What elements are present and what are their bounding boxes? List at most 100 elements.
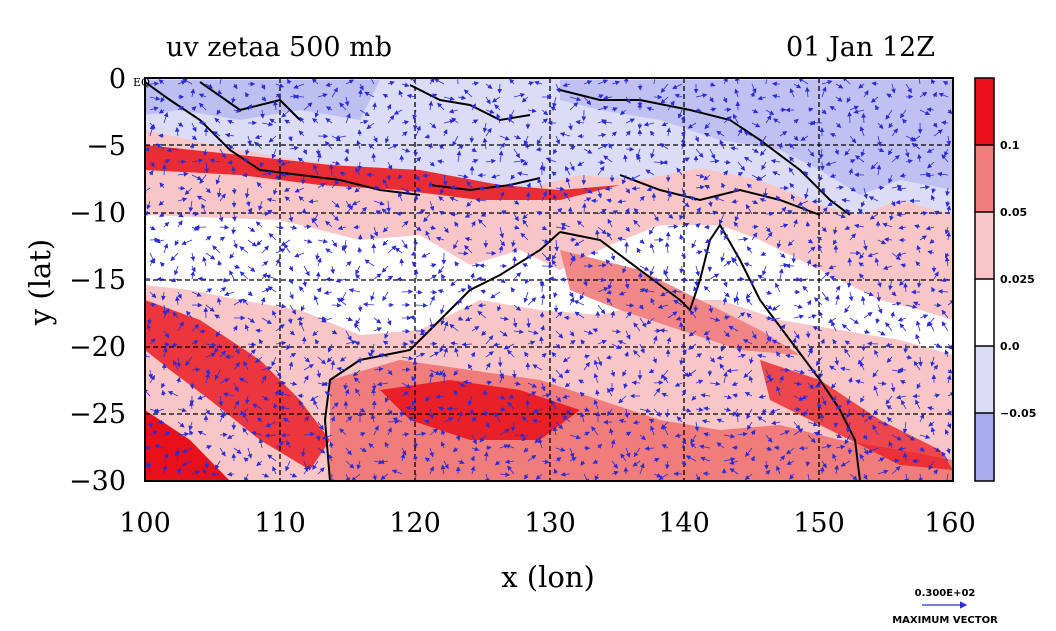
wind-vector-arrow — [597, 187, 602, 199]
vector-key-label: MAXIMUM VECTOR — [892, 615, 998, 626]
wind-vector-arrow — [261, 245, 269, 254]
wind-vector-arrow — [536, 135, 543, 145]
colorbar: 0.1 0.05 0.025 0.0 −0.05 — [974, 77, 1036, 482]
wind-vector-arrow — [568, 122, 573, 131]
wind-vector-arrow — [272, 187, 278, 196]
wind-vector-arrow — [870, 96, 879, 103]
wind-vector-arrow — [382, 239, 389, 246]
wind-vector-arrow — [401, 131, 408, 137]
wind-vector-arrow — [555, 135, 560, 145]
wind-vector-arrow — [732, 445, 739, 451]
x-tick-label: 100 — [119, 508, 171, 539]
wind-vector-arrow — [205, 187, 211, 194]
wind-vector-arrow — [317, 93, 328, 98]
wind-vector-arrow — [513, 199, 520, 205]
wind-vector-arrow — [849, 135, 857, 144]
wind-vector-arrow — [415, 156, 422, 163]
wind-vector-arrow — [793, 218, 798, 228]
wind-vector-arrow — [289, 225, 298, 230]
wind-vector-arrow — [625, 187, 631, 194]
wind-vector-arrow — [525, 142, 530, 150]
wind-vector-arrow — [357, 129, 363, 137]
wind-vector-arrow — [945, 187, 950, 197]
wind-vector-arrow — [457, 250, 469, 256]
wind-vector-arrow — [765, 231, 773, 241]
wind-vector-arrow — [625, 226, 630, 233]
wind-vector-arrow — [905, 159, 913, 164]
wind-vector-arrow — [680, 130, 686, 137]
wind-vector-arrow — [339, 102, 347, 111]
wind-vector-arrow — [219, 224, 230, 230]
colorbar-swatch — [975, 279, 994, 346]
wind-vector-arrow — [478, 186, 487, 191]
wind-vector-arrow — [554, 239, 560, 252]
wind-vector-arrow — [646, 106, 655, 112]
colorbar-swatch — [975, 413, 994, 481]
wind-vector-arrow — [619, 109, 627, 116]
y-tick-label: −15 — [69, 265, 126, 296]
wind-vector-arrow — [214, 117, 221, 124]
wind-vector-arrow — [513, 213, 519, 222]
wind-vector-arrow — [148, 170, 154, 176]
wind-vector-arrow — [311, 218, 319, 228]
wind-vector-arrow — [191, 135, 198, 141]
wind-vector-arrow — [219, 432, 228, 438]
wind-vector-arrow — [218, 78, 224, 85]
wind-vector-arrow — [280, 161, 291, 166]
wind-vector-arrow — [188, 200, 194, 213]
wind-vector-arrow — [439, 187, 445, 195]
wind-vector-arrow — [522, 219, 529, 228]
wind-vector-arrow — [899, 173, 907, 178]
wind-vector-arrow — [337, 225, 347, 231]
wind-vector-arrow — [709, 107, 717, 112]
wind-vector-arrow — [722, 96, 728, 104]
wind-vector-arrow — [523, 135, 529, 146]
wind-vector-arrow — [861, 112, 867, 124]
wind-vector-arrow — [160, 96, 165, 103]
wind-vector-arrow — [177, 122, 184, 127]
wind-vector-arrow — [703, 174, 711, 181]
wind-vector-arrow — [496, 113, 501, 124]
colorbar-swatch — [975, 212, 994, 279]
wind-vector-arrow — [325, 82, 333, 87]
wind-vector-arrow — [723, 234, 728, 241]
wind-vector-arrow — [454, 221, 459, 228]
wind-vector-arrow — [325, 248, 333, 254]
wind-vector-arrow — [862, 239, 868, 251]
wind-vector-arrow — [890, 200, 896, 207]
wind-vector-arrow — [298, 130, 305, 137]
wind-vector-arrow — [247, 207, 253, 215]
wind-vector-arrow — [316, 152, 322, 163]
y-tick-label: −20 — [69, 332, 126, 363]
wind-vector-arrow — [883, 237, 893, 242]
wind-vector-arrow — [611, 107, 618, 112]
wind-vector-arrow — [331, 160, 341, 166]
wind-vector-arrow — [509, 109, 515, 120]
wind-vector-arrow — [680, 252, 686, 259]
wind-vector-arrow — [393, 109, 403, 115]
wind-vector-arrow — [631, 185, 641, 191]
map-timestamp: 01 Jan 12Z — [786, 32, 935, 63]
wind-vector-arrow — [499, 239, 506, 247]
wind-vector-arrow — [821, 109, 827, 115]
wind-vector-arrow — [800, 135, 809, 141]
wind-vector-arrow — [845, 208, 851, 215]
wind-vector-arrow — [328, 163, 334, 176]
wind-vector-arrow — [804, 187, 809, 200]
wind-vector-arrow — [149, 81, 160, 87]
wind-vector-arrow — [274, 174, 280, 181]
wind-vector-arrow — [513, 432, 526, 438]
wind-vector-arrow — [832, 239, 838, 246]
wind-vector-arrow — [219, 193, 226, 202]
colorbar-label: −0.05 — [1000, 407, 1036, 420]
wind-vector-arrow — [477, 219, 487, 228]
wind-vector-arrow — [860, 200, 866, 208]
wind-vector-arrow — [394, 247, 403, 254]
wind-vector-arrow — [227, 119, 235, 125]
wind-vector-arrow — [470, 220, 476, 228]
wind-vector-arrow — [398, 89, 404, 98]
wind-vector-arrow — [275, 159, 284, 164]
wind-vector-arrow — [191, 158, 204, 164]
wind-vector-arrow — [720, 252, 726, 263]
wind-vector-arrow — [256, 181, 263, 189]
